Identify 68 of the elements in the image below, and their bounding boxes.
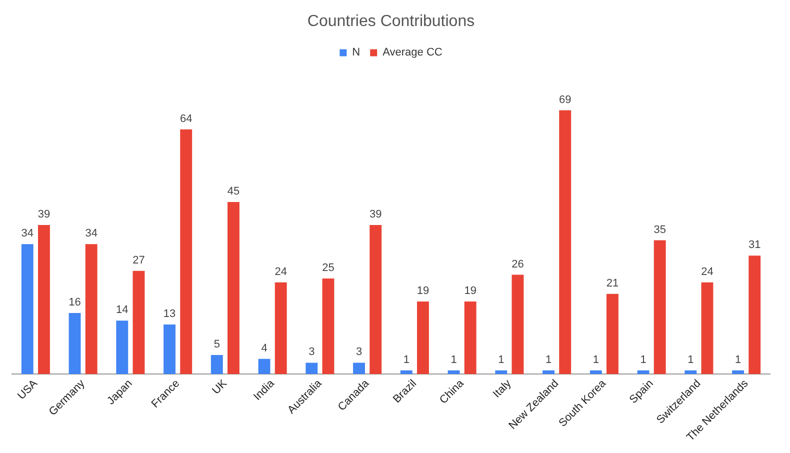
bar xyxy=(512,274,524,374)
bar xyxy=(228,202,240,374)
data-label: 5 xyxy=(214,338,220,351)
data-label: 35 xyxy=(654,224,666,236)
bar xyxy=(400,370,412,374)
bar xyxy=(85,244,98,374)
legend-label: N xyxy=(352,46,360,59)
data-label: 13 xyxy=(163,308,176,320)
data-label: 39 xyxy=(369,208,382,221)
bar xyxy=(559,110,572,374)
data-label: 19 xyxy=(464,285,476,298)
data-label: 24 xyxy=(701,266,714,278)
data-label: 31 xyxy=(748,239,761,252)
bar xyxy=(495,370,508,374)
data-label: 3 xyxy=(308,346,315,358)
bar xyxy=(164,324,176,374)
bar xyxy=(38,225,50,374)
bar xyxy=(132,270,145,374)
data-label: 27 xyxy=(132,254,145,266)
bar xyxy=(654,240,666,374)
bar xyxy=(464,301,476,374)
x-tick-label: UK xyxy=(210,377,230,397)
x-tick-label: USA xyxy=(15,377,40,402)
bar xyxy=(417,301,429,374)
bar xyxy=(732,370,744,374)
data-label: 69 xyxy=(558,94,572,106)
data-label: 1 xyxy=(450,354,457,366)
data-label: 34 xyxy=(85,228,98,240)
x-tick-label: Italy xyxy=(490,377,514,400)
bar xyxy=(258,358,270,374)
data-label: 64 xyxy=(180,112,192,125)
bar xyxy=(21,244,34,374)
data-label: 1 xyxy=(498,354,504,366)
data-label: 26 xyxy=(512,258,524,270)
bar xyxy=(542,370,554,374)
bar xyxy=(306,362,318,374)
bar xyxy=(684,370,697,374)
data-label: 45 xyxy=(227,186,240,198)
data-label: 4 xyxy=(261,342,268,354)
data-label: 21 xyxy=(606,277,619,290)
chart-title: Countries Contributions xyxy=(307,13,475,30)
data-label: 1 xyxy=(640,354,646,366)
bar xyxy=(210,355,223,374)
legend-label: Average CC xyxy=(382,46,442,59)
data-label: 24 xyxy=(274,266,287,278)
bar xyxy=(68,312,81,374)
bar xyxy=(748,256,761,374)
bar xyxy=(370,225,382,374)
bar xyxy=(116,320,128,374)
data-label: 25 xyxy=(322,262,334,274)
data-label: 1 xyxy=(688,354,694,366)
bar xyxy=(701,282,714,374)
bar xyxy=(322,278,334,374)
bar xyxy=(180,129,192,374)
data-label: 39 xyxy=(38,208,50,221)
data-label: 14 xyxy=(116,304,128,316)
data-label: 3 xyxy=(356,346,362,358)
data-label: 1 xyxy=(403,354,410,366)
bar xyxy=(353,362,365,374)
bar xyxy=(590,370,602,374)
bar xyxy=(274,282,287,374)
data-label: 16 xyxy=(68,296,81,308)
data-label: 34 xyxy=(21,228,34,240)
data-label: 1 xyxy=(734,354,742,366)
data-label: 19 xyxy=(416,285,430,298)
bar xyxy=(606,294,618,374)
data-label: 1 xyxy=(545,354,552,366)
data-label: 1 xyxy=(592,354,599,366)
